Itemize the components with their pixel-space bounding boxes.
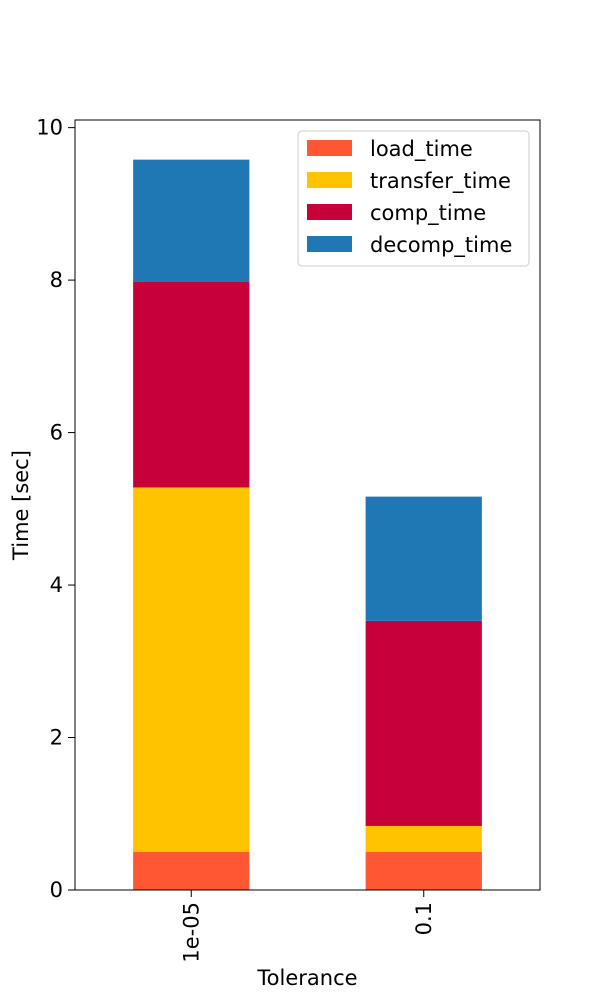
bar-decomp_time-1 [365, 496, 482, 621]
x-axis-label: Tolerance [256, 966, 357, 990]
legend-label-decomp_time: decomp_time [370, 233, 512, 258]
bar-load_time-1 [365, 851, 482, 890]
y-tick-label: 0 [50, 878, 63, 902]
y-tick-label: 4 [50, 573, 63, 597]
legend-swatch-comp_time [307, 204, 352, 220]
y-tick-label: 10 [36, 116, 63, 140]
x-tick-label: 0.1 [412, 902, 436, 935]
legend-box [297, 130, 530, 267]
bar-decomp_time-0 [133, 159, 250, 282]
legend-label-load_time: load_time [370, 137, 473, 162]
x-axis: 1e-05 0.1 [179, 890, 436, 963]
x-tick-label: 1e-05 [179, 902, 203, 963]
bar-transfer_time-0 [133, 487, 250, 852]
y-tick-label: 8 [50, 268, 63, 292]
bar-comp_time-0 [133, 281, 250, 488]
y-axis-label: Time [sec] [9, 450, 33, 561]
legend-label-comp_time: comp_time [370, 201, 486, 226]
legend-swatch-load_time [307, 140, 352, 156]
bar-transfer_time-1 [365, 825, 482, 852]
bars-layer [133, 159, 482, 890]
bar-load_time-0 [133, 851, 250, 890]
legend: load_time transfer_time comp_time decomp_ti… [297, 130, 530, 267]
legend-swatch-decomp_time [307, 236, 352, 252]
bar-comp_time-1 [365, 620, 482, 826]
y-tick-label: 2 [50, 726, 63, 750]
legend-swatch-transfer_time [307, 172, 352, 188]
y-tick-label: 6 [50, 421, 63, 445]
legend-label-transfer_time: transfer_time [370, 169, 511, 194]
y-axis: 0 2 4 6 8 10 [36, 116, 75, 902]
plot-frame [74, 119, 541, 891]
